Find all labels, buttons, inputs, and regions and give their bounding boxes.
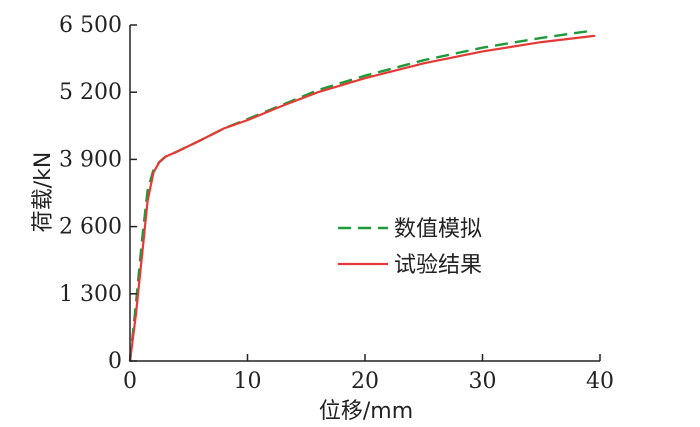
series-line-experiment	[128, 34, 596, 363]
plot-lines	[128, 30, 596, 363]
legend: 数值模拟 试验结果	[338, 217, 482, 278]
y-tick-label: 2 600	[59, 215, 122, 240]
x-tick-label: 40	[586, 369, 614, 394]
y-tick-label: 1 300	[59, 282, 122, 307]
y-axis-label: 荷载/kN	[31, 152, 56, 233]
x-tick-label: 20	[351, 369, 379, 394]
y-ticks: 0 1 300 2 600 3 900 5 200 6 500	[59, 13, 137, 374]
legend-label-experiment: 试验结果	[394, 253, 482, 278]
y-tick-label: 0	[108, 349, 122, 374]
legend-label-simulation: 数值模拟	[394, 217, 482, 242]
x-tick-label: 0	[123, 369, 137, 394]
x-axis-label: 位移/mm	[319, 399, 413, 424]
x-ticks: 0 10 20 30 40	[123, 354, 614, 394]
y-tick-label: 3 900	[59, 147, 122, 172]
y-tick-label: 6 500	[59, 13, 122, 38]
x-tick-label: 10	[234, 369, 262, 394]
x-tick-label: 30	[469, 369, 497, 394]
y-tick-label: 5 200	[59, 80, 122, 105]
